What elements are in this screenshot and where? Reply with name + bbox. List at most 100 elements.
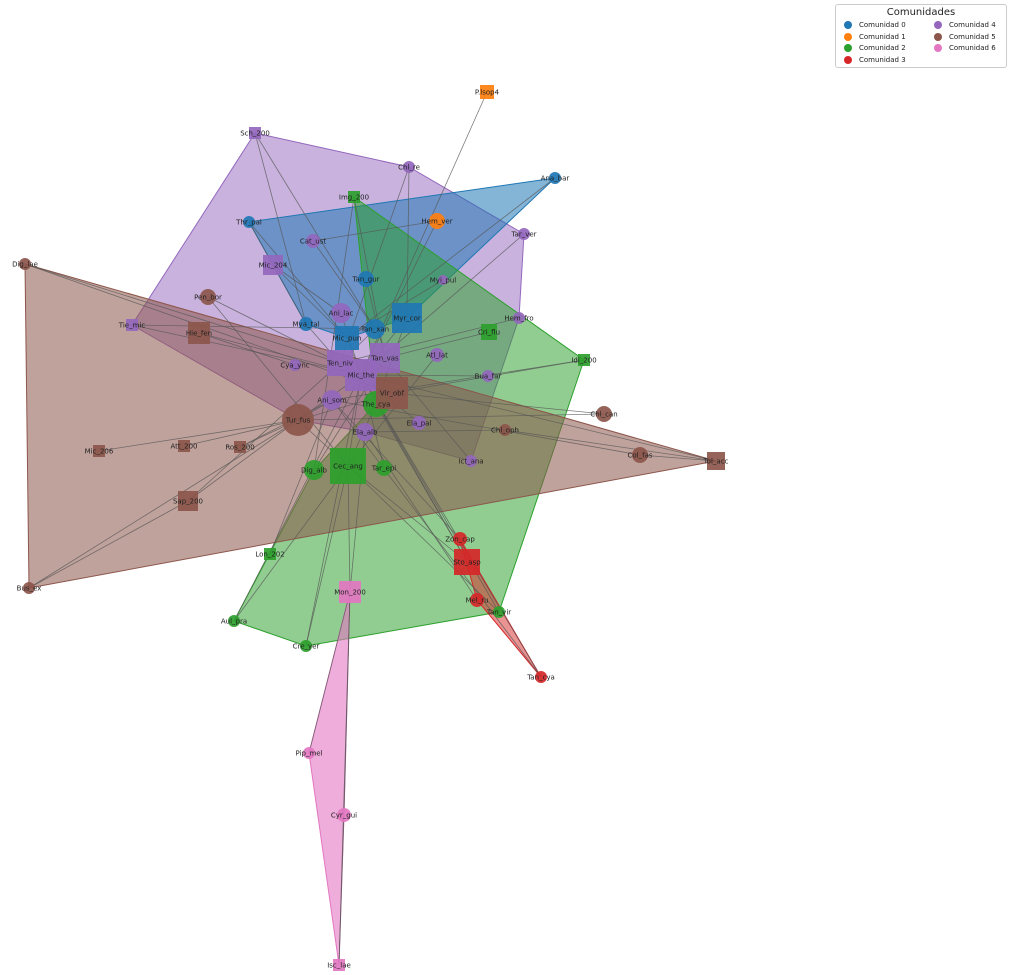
edge-tol-acc-mic-the	[360, 374, 717, 462]
edge-ict-ana-tan-vas	[384, 357, 472, 462]
node-ros-200[interactable]	[234, 441, 246, 453]
node-chl-re[interactable]	[403, 161, 415, 173]
node-p-lsop4[interactable]	[480, 85, 494, 99]
node-vir-obf[interactable]	[376, 377, 408, 409]
node-label-lon-202: Lon_202	[255, 551, 284, 559]
node-tar-ver[interactable]	[518, 228, 530, 240]
node-label-ani-lac: Ani_lac	[329, 310, 354, 318]
legend-label: Comunidad 1	[859, 32, 906, 41]
node-chl-oph[interactable]	[499, 424, 511, 436]
node-mic-204[interactable]	[263, 255, 283, 275]
node-cri-flu[interactable]	[481, 324, 497, 340]
node-label-ela-alb: Ela_alb	[353, 429, 378, 437]
edge-dig-lae-ten-niv	[24, 263, 341, 364]
node-chl-can[interactable]	[596, 406, 612, 422]
edge-mon-200-cec-ang	[347, 465, 351, 593]
node-mic-206[interactable]	[93, 445, 105, 457]
node-lon-202[interactable]	[264, 548, 276, 560]
edge-aul-pra-mic-the	[233, 374, 362, 622]
edge-chl-can-vir-obf	[391, 392, 605, 415]
node-hie-fen[interactable]	[188, 322, 210, 344]
node-ela-alb[interactable]	[356, 423, 374, 441]
node-pip-mel[interactable]	[303, 747, 315, 759]
node-sto-asp[interactable]	[454, 549, 480, 575]
node-tur-fus[interactable]	[282, 404, 314, 436]
node-myr-cor[interactable]	[392, 303, 422, 333]
node-label-bus-ex: Bus_ex	[17, 585, 42, 593]
node-tan-gur[interactable]	[358, 271, 374, 287]
node-tol-acc[interactable]	[707, 452, 725, 470]
node-ana-bar[interactable]	[549, 172, 561, 184]
node-label-mya-tal: Mya_tal	[293, 321, 320, 329]
node-label-att-200: Att_200	[170, 443, 197, 451]
edge-zon-cap-ani-som	[331, 399, 461, 540]
edge-tol-acc-chl-oph	[504, 429, 717, 462]
node-bua-far[interactable]	[482, 370, 494, 382]
node-label-the-cya: The_cya	[361, 401, 391, 409]
node-label-chl-can: Chl_can	[590, 411, 617, 419]
node-dig-lae[interactable]	[19, 258, 31, 270]
node-ani-lac[interactable]	[331, 303, 351, 323]
node-aul-pra[interactable]	[228, 615, 240, 627]
edge-bus-ex-tur-fus	[28, 419, 299, 589]
node-hem-ver[interactable]	[429, 213, 445, 229]
edge-mic-204-mic-pun	[272, 264, 348, 339]
node-zon-cap[interactable]	[453, 532, 467, 546]
node-col-fas[interactable]	[632, 447, 648, 463]
node-thr-pal[interactable]	[243, 216, 255, 228]
node-label-thr-pal: Thr_pal	[235, 219, 262, 227]
node-tan-cya[interactable]	[535, 671, 547, 683]
node-pen-bor[interactable]	[200, 289, 216, 305]
node-mel-ru[interactable]	[470, 593, 484, 607]
edge-pen-bor-ten-niv	[207, 296, 341, 364]
node-sap-200[interactable]	[178, 491, 198, 511]
node-tan-vir[interactable]	[493, 606, 505, 618]
node-cre-yer[interactable]	[300, 640, 312, 652]
node-mya-tal[interactable]	[299, 317, 313, 331]
node-tar-epi[interactable]	[376, 460, 392, 476]
node-cyr-gui[interactable]	[337, 808, 351, 822]
node-tan-xan[interactable]	[365, 319, 385, 339]
edge-aul-pra-cec-ang	[233, 465, 349, 622]
node-ani-som[interactable]	[322, 390, 342, 410]
node-label-vir-obf: Vir_obf	[380, 390, 405, 398]
node-att-200[interactable]	[178, 440, 190, 452]
node-label-isc-lae: Isc_lae	[327, 962, 351, 970]
node-label-tan-vas: Tan_vas	[370, 355, 399, 363]
node-bus-ex[interactable]	[23, 582, 35, 594]
node-isc-lae[interactable]	[333, 959, 345, 971]
node-cec-ang[interactable]	[330, 448, 366, 484]
node-myi-pul[interactable]	[438, 275, 448, 285]
edge-sto-asp-the-cya	[375, 403, 468, 563]
node-cat-ust[interactable]	[306, 234, 320, 248]
node-label-sch-200: Sch_200	[240, 130, 270, 138]
node-tie-mic[interactable]	[126, 319, 138, 331]
node-label-ana-bar: Ana_bar	[541, 175, 570, 183]
node-dig-alb[interactable]	[304, 460, 324, 480]
node-label-ani-som: Ani_som	[317, 397, 347, 405]
node-hem-fro[interactable]	[513, 312, 525, 324]
node-label-tan-xan: Tan_xan	[360, 326, 389, 334]
node-ela-pal[interactable]	[412, 416, 426, 430]
node-mon-200[interactable]	[339, 581, 361, 603]
node-label-cre-yer: Cre_yer	[293, 643, 320, 651]
node-label-cri-flu: Cri_flu	[478, 329, 500, 337]
node-ict-ana[interactable]	[465, 455, 477, 467]
edge-chl-re-myr-cor	[406, 166, 410, 319]
node-img-200[interactable]	[348, 191, 360, 203]
node-label-tar-ver: Tar_ver	[510, 231, 536, 239]
node-atl-lat[interactable]	[430, 348, 444, 362]
node-mic-pun[interactable]	[335, 326, 359, 350]
edge-cat-ust-tan-xan	[312, 240, 376, 330]
node-idi-200[interactable]	[578, 354, 590, 366]
node-sch-200[interactable]	[249, 127, 261, 139]
legend-label: Comunidad 0	[859, 21, 906, 29]
node-mic-the[interactable]	[345, 359, 377, 391]
edge-bus-ex-sap-200	[28, 500, 189, 589]
node-label-mic-pun: Mic_pun	[333, 335, 362, 343]
edge-pen-bor-cec-ang	[207, 296, 349, 467]
node-label-tar-epi: Tar_epi	[371, 465, 397, 473]
edge-sap-200-ten-niv	[187, 362, 341, 502]
node-cya-ync[interactable]	[289, 359, 301, 371]
